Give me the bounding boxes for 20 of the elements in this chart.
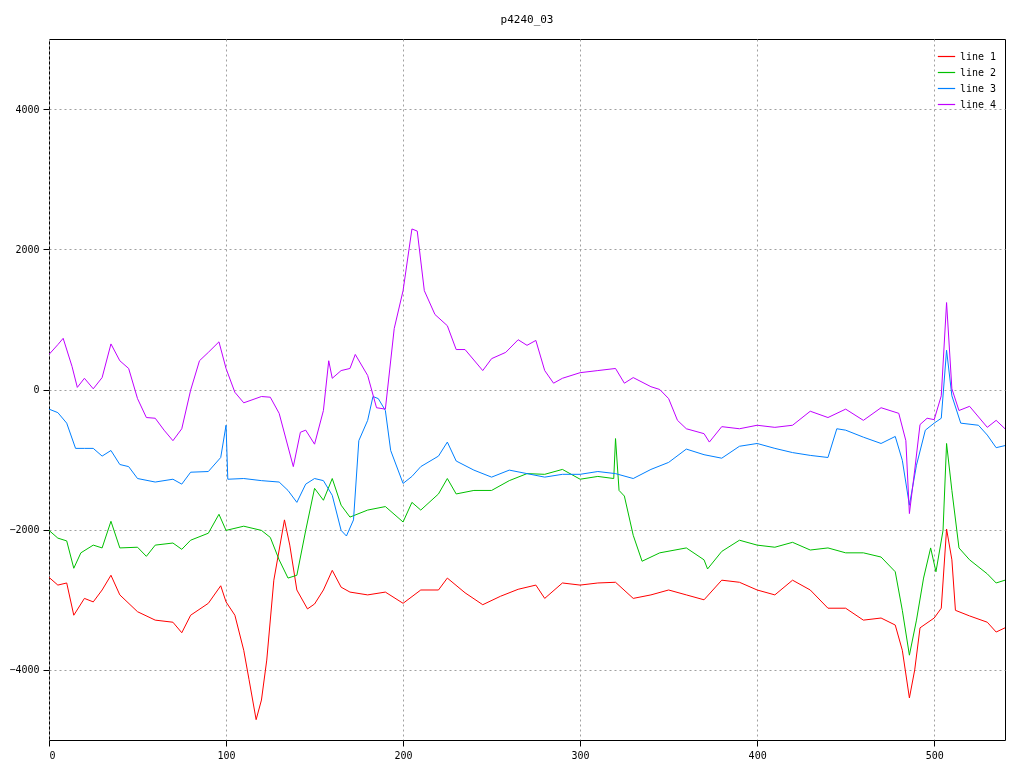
line-series [49, 519, 1005, 721]
x-tick-label: 300 [571, 749, 590, 761]
y-tick-label: 0 [33, 384, 40, 395]
y-tick-label: −4000 [9, 664, 40, 676]
legend-label: line 2 [960, 66, 997, 78]
x-tick-label: 400 [748, 749, 767, 761]
line-series [49, 438, 1005, 656]
legend-label: line 1 [960, 50, 997, 62]
legend-label: line 4 [960, 98, 997, 110]
line-series [49, 228, 1005, 515]
y-tick-label: 4000 [15, 103, 40, 115]
chart-title: p4240_03 [500, 13, 554, 26]
x-tick-label: 0 [49, 749, 56, 761]
x-tick-label: 100 [217, 749, 236, 761]
x-tick-label: 200 [394, 749, 413, 761]
y-tick-label: 2000 [15, 243, 40, 255]
legend-label: line 3 [960, 82, 997, 94]
line-series [49, 349, 1005, 537]
x-tick-label: 500 [925, 749, 944, 761]
y-tick-label: −2000 [9, 524, 40, 536]
